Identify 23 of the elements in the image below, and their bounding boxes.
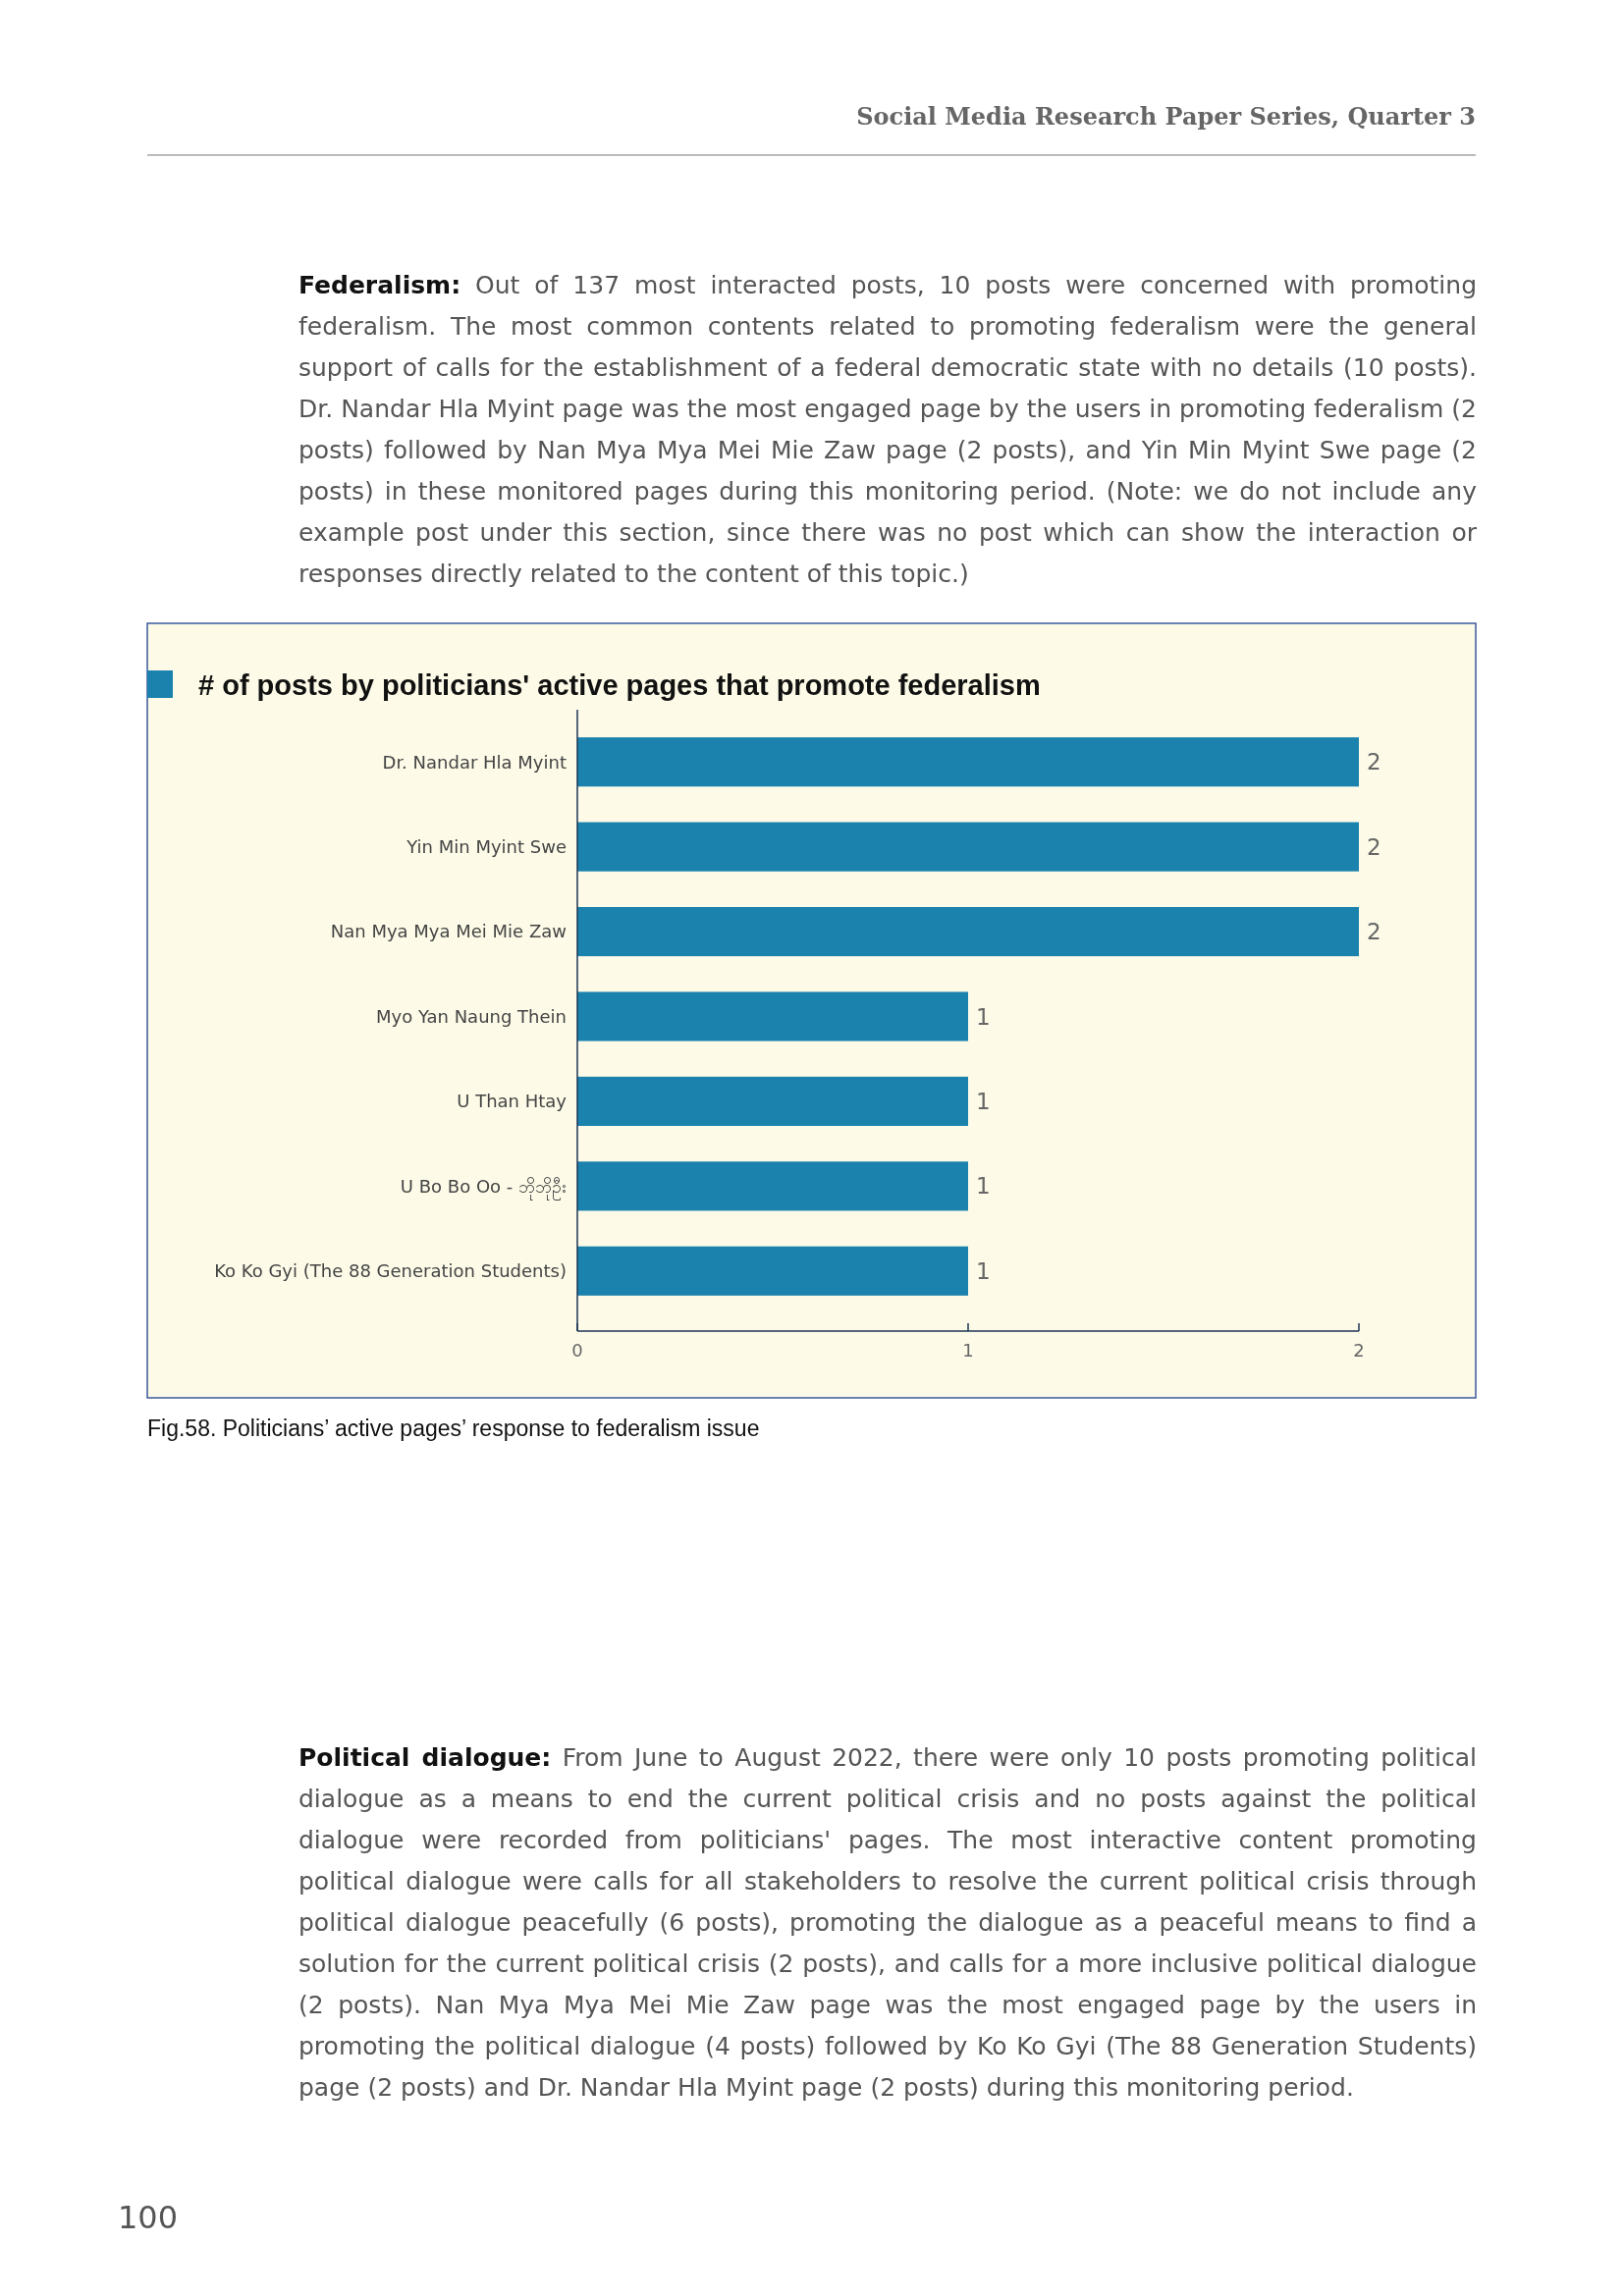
x-tick-label: 0 bbox=[571, 1340, 583, 1361]
data-label: 1 bbox=[976, 1173, 991, 1200]
y-tick-label: Yin Min Myint Swe bbox=[406, 835, 567, 857]
data-label: 1 bbox=[976, 1257, 991, 1284]
y-tick-label: U Than Htay bbox=[457, 1091, 568, 1112]
caption: Fig.58. Politicians’ active pages’ response to federalism issue bbox=[147, 1415, 760, 1442]
text: Social Media Research Paper Series, Quarter 3 bbox=[856, 102, 1476, 131]
data-label: 1 bbox=[976, 1003, 991, 1030]
text: 100 bbox=[118, 2199, 179, 2236]
chart-title: # of posts by politicians' active pages that promote federalism bbox=[198, 669, 1041, 701]
data-label: 2 bbox=[1367, 833, 1381, 860]
x-tick-label: 2 bbox=[1353, 1340, 1365, 1361]
text: Political dialogue: From June to August 2022, there were only 10 posts promoting political dialogue as a means to end the current political crisis and no posts against the political dialogue were recorded from politicians' pages. The most interactive content promoting political dialogue were calls for all stakeholders to resolve the current political crisis through political dialogue peacefully (6 posts), promoting the dialogue as a peaceful means to find a solution for the current political crisis (2 posts), and calls for a more inclusive political dialogue (2 posts). Nan Mya Mya Mei Mie Zaw page was the most engaged page by the users in promoting the political dialogue (4 posts) followed by Ko Ko Gyi (The 88 Generation Students) page (2 posts) and Dr. Nandar Hla Myint page (2 posts) during this monitoring period. bbox=[298, 1743, 1477, 2102]
x-tick-label: 1 bbox=[962, 1340, 974, 1361]
y-tick-label: U Bo Bo Oo - ဘိုဘိုဦး bbox=[400, 1175, 567, 1201]
data-label: 2 bbox=[1367, 919, 1381, 945]
y-tick-label: Myo Yan Naung Thein bbox=[376, 1005, 567, 1027]
text: Federalism: Out of 137 most interacted posts, 10 posts were concerned with promoting federalism. The most common contents related to promoting federalism were the general support of calls for the establishment of a federal democratic state with no details (10 posts). Dr. Nandar Hla Myint page was the most engaged page by the users in promoting federalism (2 posts) followed by Nan Mya Mya Mei Mie Zaw page (2 posts), and Yin Min Myint Swe page (2 posts) in these monitored pages during this monitoring period. (Note: we do not include any example post under this section, since there was no post which can show the interaction or responses directly related to the content of this topic.) bbox=[298, 271, 1477, 588]
y-tick-label: Dr. Nandar Hla Myint bbox=[382, 751, 567, 773]
y-tick-label: Ko Ko Gyi (The 88 Generation Students) bbox=[214, 1260, 567, 1282]
data-label: 1 bbox=[976, 1088, 991, 1114]
y-tick-label: Nan Mya Mya Mei Mie Zaw bbox=[330, 921, 567, 942]
data-label: 2 bbox=[1367, 749, 1381, 775]
